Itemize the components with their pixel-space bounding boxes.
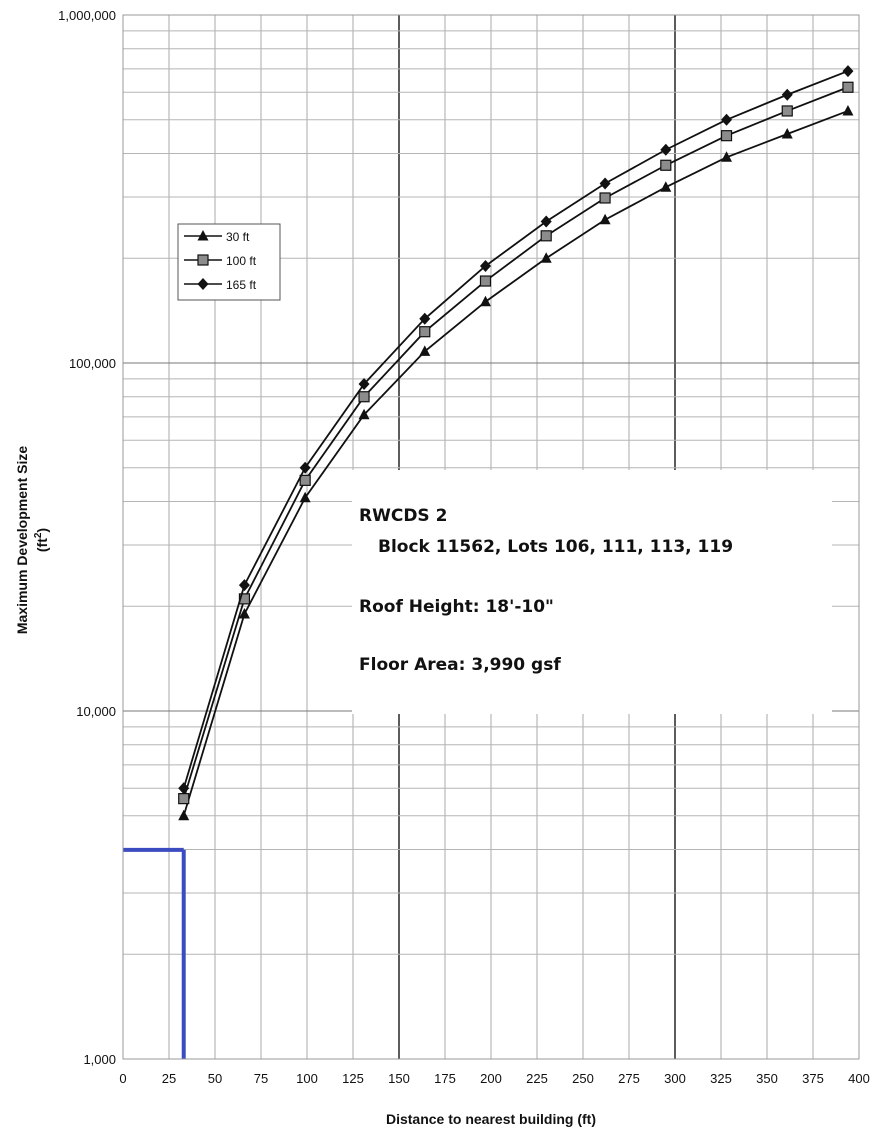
annotation-floor-area: Floor Area: 3,990 gsf xyxy=(359,655,561,675)
x-tick-label: 25 xyxy=(162,1071,176,1086)
series-2 xyxy=(178,81,854,805)
x-tick-label: 75 xyxy=(254,1071,268,1086)
annotation-roof-height: Roof Height: 18'-10" xyxy=(359,597,554,617)
data-point xyxy=(660,181,672,192)
data-point xyxy=(842,81,854,93)
data-point xyxy=(299,491,311,503)
data-point xyxy=(540,252,552,263)
data-point xyxy=(238,607,250,619)
y-axis-title-main: Maximum Development Size xyxy=(14,446,30,634)
data-point xyxy=(299,474,311,486)
y-tick-label: 1,000 xyxy=(83,1052,116,1067)
y-tick-label: 10,000 xyxy=(76,704,116,719)
x-tick-label: 100 xyxy=(296,1071,318,1086)
x-tick-label: 350 xyxy=(756,1071,778,1086)
annotation: RWCDS 2 Block 11562, Lots 106, 111, 113,… xyxy=(359,506,733,675)
data-point xyxy=(479,259,491,272)
x-tick-label: 275 xyxy=(618,1071,640,1086)
data-point xyxy=(419,326,431,338)
legend-marker xyxy=(197,278,209,290)
data-point xyxy=(842,65,854,78)
data-point xyxy=(178,782,190,795)
x-tick-label: 400 xyxy=(848,1071,870,1086)
data-point xyxy=(660,143,672,156)
data-point xyxy=(178,809,190,821)
series-line xyxy=(182,86,849,799)
y-axis-unit-close: ) xyxy=(34,528,50,533)
reference-marker xyxy=(123,847,186,1059)
data-point xyxy=(599,177,611,190)
x-tick-label: 50 xyxy=(208,1071,222,1086)
data-point xyxy=(479,275,492,287)
legend-label-100ft: 100 ft xyxy=(226,254,257,268)
x-tick-label: 325 xyxy=(710,1071,732,1086)
legend-marker xyxy=(197,230,209,241)
annotation-block-lots: Block 11562, Lots 106, 111, 113, 119 xyxy=(378,537,733,557)
x-tick-label: 300 xyxy=(664,1071,686,1086)
tick-labels: 0 25 50 75 100 125 150 175 200 225 250 275 300 325 350… xyxy=(58,8,870,1086)
annotation-title: RWCDS 2 xyxy=(359,506,447,526)
x-axis-title: Distance to nearest building (ft) xyxy=(386,1111,596,1127)
legend-marker xyxy=(197,254,209,266)
series-line xyxy=(182,70,849,789)
x-tick-label: 225 xyxy=(526,1071,548,1086)
data-point xyxy=(660,159,672,171)
data-point xyxy=(721,113,733,126)
series-1 xyxy=(178,104,854,821)
data-point xyxy=(540,230,552,242)
data-point xyxy=(842,104,854,116)
data-point xyxy=(419,345,431,356)
y-axis-unit-superscript: 2 xyxy=(33,532,44,538)
y-tick-label: 1,000,000 xyxy=(58,8,116,23)
legend-label-30ft: 30 ft xyxy=(226,230,250,244)
y-tick-label: 100,000 xyxy=(69,356,116,371)
data-point xyxy=(721,151,733,162)
series-3 xyxy=(178,65,854,795)
legend-markers xyxy=(184,230,222,290)
data-point xyxy=(599,213,611,225)
data-point xyxy=(479,295,491,307)
legend: 30 ft 100 ft 165 ft xyxy=(177,223,281,301)
data-point xyxy=(781,105,793,117)
data-point xyxy=(540,215,552,228)
data-point xyxy=(178,793,190,805)
y-axis-title-unit: (ft2) xyxy=(33,528,50,552)
x-tick-label: 200 xyxy=(480,1071,502,1086)
data-point xyxy=(781,88,793,101)
data-point xyxy=(720,130,733,142)
y-axis-unit-base: (ft xyxy=(34,538,50,552)
data-point xyxy=(299,461,311,474)
legend-label-165ft: 165 ft xyxy=(226,278,257,292)
x-tick-label: 175 xyxy=(434,1071,456,1086)
data-point xyxy=(358,391,370,403)
data-point xyxy=(599,192,611,204)
data-point xyxy=(781,128,793,139)
plot-frame xyxy=(122,14,860,1060)
data-point xyxy=(358,408,370,420)
x-tick-label: 375 xyxy=(802,1071,824,1086)
y-axis-title: Maximum Development Size (ft2) xyxy=(14,446,50,634)
x-tick-label: 250 xyxy=(572,1071,594,1086)
x-tick-label: 150 xyxy=(388,1071,410,1086)
x-tick-label: 0 xyxy=(119,1071,126,1086)
series-line xyxy=(182,110,849,817)
annotation-box xyxy=(352,470,832,714)
x-tick-label: 125 xyxy=(342,1071,364,1086)
data-point xyxy=(419,312,431,325)
data-point xyxy=(238,579,250,592)
series-group xyxy=(178,65,854,821)
data-point xyxy=(358,378,370,391)
